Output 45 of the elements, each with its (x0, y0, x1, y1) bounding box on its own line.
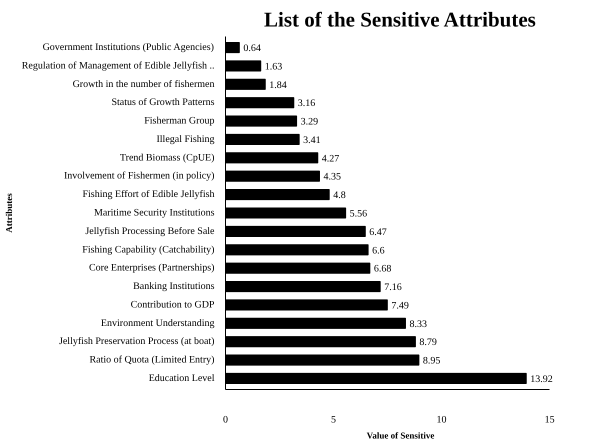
data-label: 6.68 (374, 264, 392, 275)
chart-title: List of the Sensitive Attributes (264, 8, 536, 32)
y-tick-label: Trend Biomass (CpUE) (120, 152, 215, 164)
y-tick-label: Jellyfish Processing Before Sale (85, 226, 216, 237)
x-tick-label: 0 (223, 414, 228, 426)
data-label: 7.49 (391, 300, 409, 312)
y-tick-label: Core Enterprises (Partnerships) (88, 262, 215, 274)
x-tick-label: 5 (331, 414, 336, 426)
data-label: 4.27 (322, 153, 340, 164)
y-tick-label: Environment Understanding (100, 318, 215, 329)
y-axis-title: Attributes (4, 192, 14, 233)
data-label: 8.95 (422, 356, 440, 367)
y-tick-label: Maritime Security Institutions (94, 208, 215, 218)
y-tick-label: Jellyfish Preservation Process (at boat) (58, 336, 215, 348)
data-label: 0.64 (243, 43, 261, 54)
x-axis-title: Value of Sensitive (366, 430, 434, 440)
y-tick-label: Education Level (148, 372, 215, 384)
y-tick-label: Government Institutions (Public Agencies) (42, 42, 214, 54)
data-label: 8.79 (419, 337, 437, 348)
data-label: 4.8 (333, 190, 346, 202)
data-label: 1.63 (264, 61, 282, 72)
y-tick-label: Fisherman Group (144, 116, 215, 127)
data-label: 4.35 (323, 172, 341, 183)
y-tick-label: Ratio of Quota (Limited Entry) (90, 354, 215, 366)
y-tick-label: Fishing Capability (Catchability) (82, 244, 215, 256)
data-label: 3.29 (300, 116, 318, 128)
y-tick-label: Fishing Effort of Edible Jellyfish (82, 189, 215, 200)
data-label: 3.16 (298, 98, 316, 110)
y-tick-label: Regulation of Management of Edible Jellyfish .. (22, 60, 214, 72)
data-label: 6.6 (372, 245, 385, 256)
data-label: 7.16 (384, 282, 402, 294)
data-label: 3.41 (303, 134, 321, 146)
data-label: 13.92 (530, 374, 553, 385)
x-tick-label: 10 (436, 414, 447, 426)
data-label: 6.47 (369, 226, 387, 238)
data-label: 5.56 (350, 208, 368, 220)
x-tick-label: 15 (544, 414, 555, 426)
y-tick-label: Status of Growth Patterns (111, 97, 215, 108)
y-tick-label: Contribution to GDP (130, 299, 215, 310)
data-label: 8.33 (409, 318, 427, 330)
y-tick-label: Involvement of Fishermen (in policy) (64, 170, 215, 182)
y-tick-label: Growth in the number of fishermen (72, 78, 215, 90)
data-label: 1.84 (269, 80, 287, 91)
y-tick-label: Banking Institutions (133, 281, 215, 292)
y-tick-label: Illegal Fishing (156, 134, 215, 145)
